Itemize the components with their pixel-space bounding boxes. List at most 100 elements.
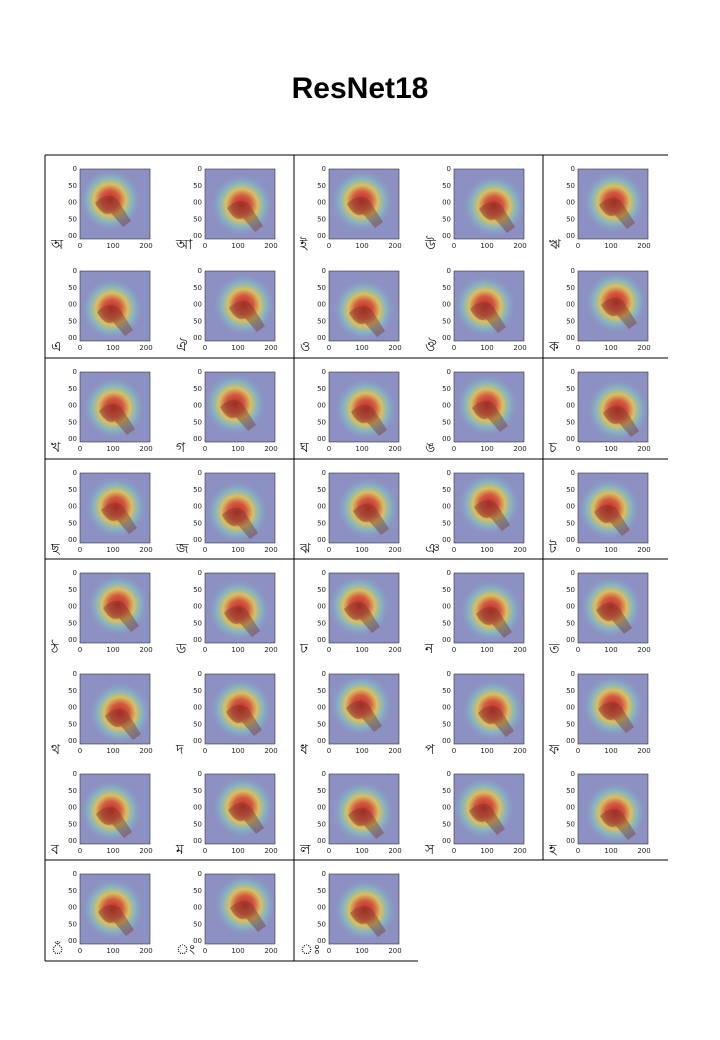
y-tick-label: 0 [198,267,202,275]
y-tick-label: 00 [442,737,451,745]
y-tick-label: 50 [68,787,77,795]
axes-frame [453,773,525,845]
letter-label: ট [548,540,557,557]
y-tick-label: 00 [193,737,202,745]
heatmap-overlay [209,677,273,741]
y-tick-label: 50 [68,887,77,895]
y-tick-label: 50 [442,820,451,828]
x-tick-label: 200 [637,646,650,654]
y-tick-label: 50 [442,619,451,627]
y-tick-label: 00 [442,704,451,712]
y-tick-label: 50 [68,317,77,325]
y-tick-label: 00 [566,402,575,410]
x-tick-label: 100 [106,947,119,955]
y-tick-label: 50 [68,687,77,695]
heatmap-overlay [210,173,274,237]
letter-label: ঝ [299,541,311,557]
x-tick-label: 100 [355,847,368,855]
y-tick-label: 50 [193,486,202,494]
heatmap-overlay [211,775,275,839]
x-tick-label: 0 [203,445,207,453]
y-tick-label: 00 [317,737,326,745]
y-tick-label: 00 [193,402,202,410]
x-tick-label: 100 [231,344,244,352]
hand-silhouette [474,499,510,531]
axes-frame [79,873,151,945]
letter-label: ঐ [176,338,188,355]
x-tick-label: 100 [355,445,368,453]
y-tick-label: 50 [442,519,451,527]
y-tick-label: 0 [447,165,451,173]
y-tick-label: 0 [73,670,77,678]
letter-label: ব [50,842,59,858]
heatmap-overlay [586,378,650,442]
y-tick-label: 50 [68,418,77,426]
hand-silhouette [95,195,131,227]
y-tick-label: 00 [566,804,575,812]
y-tick-label: 00 [317,435,326,443]
x-tick-label: 0 [452,445,456,453]
x-tick-label: 200 [513,445,526,453]
heatmap-overlay [333,878,397,942]
y-tick-label: 50 [566,215,575,223]
heatmap-overlay [81,877,145,941]
letter-label: ধ [300,742,309,758]
x-tick-label: 200 [513,646,526,654]
x-tick-label: 100 [480,344,493,352]
x-tick-label: 100 [355,344,368,352]
axes-frame [453,572,525,644]
x-tick-label: 0 [78,445,82,453]
hand-silhouette [98,904,134,936]
x-tick-label: 200 [264,847,277,855]
y-tick-label: 50 [68,920,77,928]
letter-label: ক [548,339,559,355]
hand-silhouette [227,200,263,232]
x-tick-label: 100 [231,646,244,654]
hand-silhouette [220,399,256,431]
y-tick-label: 0 [198,670,202,678]
y-tick-label: 00 [566,435,575,443]
hand-silhouette [230,900,266,932]
y-tick-label: 50 [566,787,575,795]
y-tick-label: 50 [317,215,326,223]
x-tick-label: 100 [355,747,368,755]
y-tick-label: 50 [68,586,77,594]
y-tick-label: 00 [317,402,326,410]
hand-silhouette [103,600,139,632]
x-tick-label: 0 [327,646,331,654]
axes-frame [204,873,276,945]
y-tick-label: 50 [442,586,451,594]
x-tick-label: 100 [480,747,493,755]
y-tick-label: 50 [317,687,326,695]
axes-frame [453,168,525,240]
letter-label: থ [51,742,61,758]
y-tick-label: 50 [317,519,326,527]
x-tick-label: 200 [139,242,152,250]
letter-label: ঋ [549,237,561,253]
x-tick-label: 200 [637,747,650,755]
letter-label: জ [175,541,189,557]
x-tick-label: 0 [78,242,82,250]
heatmap-overlay [459,579,523,643]
axes-frame [79,673,151,745]
y-tick-label: 50 [68,182,77,190]
y-tick-label: 00 [442,402,451,410]
y-tick-label: 0 [73,770,77,778]
y-tick-label: 00 [442,301,451,309]
heatmap-overlay [579,575,643,639]
letter-label: খ [51,440,61,456]
x-tick-label: 100 [604,546,617,554]
hand-silhouette [599,197,635,229]
axes-frame [577,572,649,644]
y-tick-label: 50 [317,820,326,828]
y-tick-label: 00 [68,804,77,812]
x-tick-label: 200 [264,546,277,554]
x-tick-label: 0 [203,947,207,955]
axes-frame [204,270,276,342]
heatmap-overlay [457,472,521,536]
y-tick-label: 00 [442,636,451,644]
